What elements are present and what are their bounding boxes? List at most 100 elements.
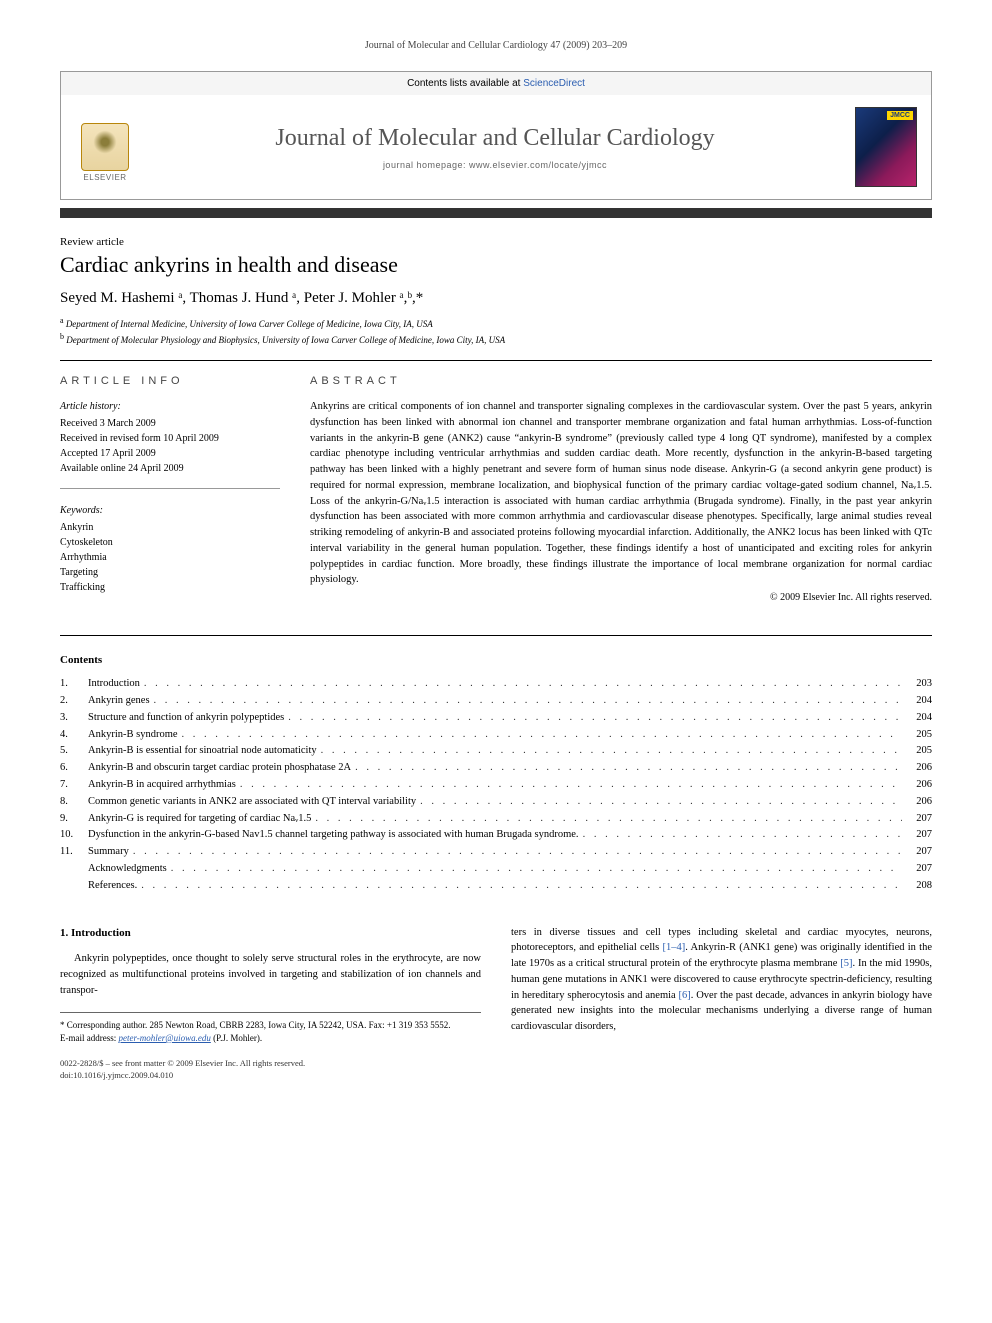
- toc-row[interactable]: 3.Structure and function of ankyrin poly…: [60, 710, 932, 727]
- article-title: Cardiac ankyrins in health and disease: [60, 252, 932, 278]
- toc-title: Introduction: [88, 676, 140, 693]
- toc-page: 207: [902, 811, 932, 828]
- info-abstract-row: ARTICLE INFO Article history: Received 3…: [60, 360, 932, 621]
- toc-dots: . . . . . . . . . . . . . . . . . . . . …: [351, 760, 902, 777]
- keywords-block: Keywords: Ankyrin Cytoskeleton Arrhythmi…: [60, 503, 280, 607]
- article-history-block: Article history: Received 3 March 2009 R…: [60, 399, 280, 489]
- history-line: Received in revised form 10 April 2009: [60, 431, 280, 446]
- toc-page: 206: [902, 760, 932, 777]
- citation-ref[interactable]: [5]: [840, 958, 852, 969]
- toc-dots: . . . . . . . . . . . . . . . . . . . . …: [137, 878, 902, 895]
- toc-dots: . . . . . . . . . . . . . . . . . . . . …: [167, 861, 902, 878]
- toc-dots: . . . . . . . . . . . . . . . . . . . . …: [129, 844, 902, 861]
- elsevier-tree-icon: [81, 123, 129, 171]
- toc-num: 1.: [60, 676, 88, 693]
- abstract-column: ABSTRACT Ankyrins are critical component…: [310, 375, 932, 621]
- history-label: Article history:: [60, 399, 280, 414]
- bottom-meta: 0022-2828/$ – see front matter © 2009 El…: [60, 1058, 481, 1082]
- toc-page: 203: [902, 676, 932, 693]
- body-col-left: 1. Introduction Ankyrin polypeptides, on…: [60, 925, 481, 1083]
- affiliation-text: Department of Molecular Physiology and B…: [66, 335, 505, 345]
- toc-dots: . . . . . . . . . . . . . . . . . . . . …: [150, 693, 902, 710]
- history-line: Received 3 March 2009: [60, 416, 280, 431]
- toc-row[interactable]: 2.Ankyrin genes. . . . . . . . . . . . .…: [60, 693, 932, 710]
- toc-title: Ankyrin-G is required for targeting of c…: [88, 811, 311, 828]
- toc-page: 207: [902, 861, 932, 878]
- email-label: E-mail address:: [60, 1033, 118, 1043]
- citation-ref[interactable]: [1–4]: [663, 942, 686, 953]
- toc-row[interactable]: 5.Ankyrin-B is essential for sinoatrial …: [60, 743, 932, 760]
- affiliation-text: Department of Internal Medicine, Univers…: [66, 319, 433, 329]
- toc-title: Acknowledgments: [88, 861, 167, 878]
- abstract-heading: ABSTRACT: [310, 375, 932, 387]
- keyword: Trafficking: [60, 580, 280, 595]
- toc-row[interactable]: 9.Ankyrin-G is required for targeting of…: [60, 811, 932, 828]
- homepage-prefix: journal homepage:: [383, 160, 469, 170]
- masthead-top-bar: Contents lists available at ScienceDirec…: [61, 72, 931, 95]
- keywords-label: Keywords:: [60, 503, 280, 518]
- article-type: Review article: [60, 236, 932, 248]
- toc-row[interactable]: References.. . . . . . . . . . . . . . .…: [60, 878, 932, 895]
- authors-line: Seyed M. Hashemi ᵃ, Thomas J. Hund ᵃ, Pe…: [60, 290, 932, 307]
- toc-row[interactable]: 10.Dysfunction in the ankyrin-G-based Na…: [60, 827, 932, 844]
- sciencedirect-link[interactable]: ScienceDirect: [523, 78, 585, 89]
- toc-title: Ankyrin-B syndrome: [88, 727, 178, 744]
- toc-row[interactable]: 8.Common genetic variants in ANK2 are as…: [60, 794, 932, 811]
- toc-page: 205: [902, 743, 932, 760]
- toc-dots: . . . . . . . . . . . . . . . . . . . . …: [416, 794, 902, 811]
- contents-heading: Contents: [60, 654, 932, 666]
- toc-title: Summary: [88, 844, 129, 861]
- citation-ref[interactable]: [6]: [679, 990, 691, 1001]
- toc-page: 207: [902, 827, 932, 844]
- divider-bar: [60, 208, 932, 218]
- toc-num: 3.: [60, 710, 88, 727]
- toc-row[interactable]: 4.Ankyrin-B syndrome. . . . . . . . . . …: [60, 727, 932, 744]
- toc-page: 204: [902, 710, 932, 727]
- section-1-heading: 1. Introduction: [60, 925, 481, 942]
- toc-num: 8.: [60, 794, 88, 811]
- abstract-text: Ankyrins are critical components of ion …: [310, 399, 932, 588]
- corresponding-author-note: * Corresponding author. 285 Newton Road,…: [60, 1019, 481, 1032]
- toc-page: 207: [902, 844, 932, 861]
- affiliation-sup: b: [60, 332, 64, 341]
- toc-row[interactable]: 6.Ankyrin-B and obscurin target cardiac …: [60, 760, 932, 777]
- toc-num: 7.: [60, 777, 88, 794]
- toc-row[interactable]: 11.Summary. . . . . . . . . . . . . . . …: [60, 844, 932, 861]
- toc-num: 9.: [60, 811, 88, 828]
- affiliations: a Department of Internal Medicine, Unive…: [60, 315, 932, 346]
- toc-page: 206: [902, 777, 932, 794]
- toc-title: Ankyrin-B is essential for sinoatrial no…: [88, 743, 317, 760]
- toc-dots: . . . . . . . . . . . . . . . . . . . . …: [178, 727, 902, 744]
- keyword: Ankyrin: [60, 520, 280, 535]
- toc-title: Ankyrin genes: [88, 693, 150, 710]
- running-header: Journal of Molecular and Cellular Cardio…: [60, 40, 932, 51]
- elsevier-label: ELSEVIER: [83, 173, 126, 182]
- toc-row[interactable]: 7.Ankyrin-B in acquired arrhythmias. . .…: [60, 777, 932, 794]
- history-line: Available online 24 April 2009: [60, 461, 280, 476]
- front-matter-line: 0022-2828/$ – see front matter © 2009 El…: [60, 1058, 481, 1070]
- toc-title: Ankyrin-B and obscurin target cardiac pr…: [88, 760, 351, 777]
- journal-masthead: Contents lists available at ScienceDirec…: [60, 71, 932, 200]
- abstract-copyright: © 2009 Elsevier Inc. All rights reserved…: [310, 592, 932, 603]
- keyword: Cytoskeleton: [60, 535, 280, 550]
- toc-row[interactable]: 1.Introduction. . . . . . . . . . . . . …: [60, 676, 932, 693]
- corresponding-email[interactable]: peter-mohler@uiowa.edu: [118, 1033, 210, 1043]
- journal-title: Journal of Molecular and Cellular Cardio…: [135, 125, 855, 152]
- toc-title: Structure and function of ankyrin polype…: [88, 710, 284, 727]
- toc-num: 5.: [60, 743, 88, 760]
- email-suffix: (P.J. Mohler).: [211, 1033, 262, 1043]
- toc-title: Common genetic variants in ANK2 are asso…: [88, 794, 416, 811]
- toc-page: 206: [902, 794, 932, 811]
- history-line: Accepted 17 April 2009: [60, 446, 280, 461]
- homepage-url[interactable]: www.elsevier.com/locate/yjmcc: [469, 160, 607, 170]
- toc-num: 6.: [60, 760, 88, 777]
- affiliation: a Department of Internal Medicine, Unive…: [60, 315, 932, 331]
- toc-dots: . . . . . . . . . . . . . . . . . . . . …: [236, 777, 902, 794]
- masthead-main: ELSEVIER Journal of Molecular and Cellul…: [61, 95, 931, 199]
- toc-page: 205: [902, 727, 932, 744]
- doi-line: doi:10.1016/j.yjmcc.2009.04.010: [60, 1070, 481, 1082]
- toc-page: 204: [902, 693, 932, 710]
- toc-row[interactable]: Acknowledgments. . . . . . . . . . . . .…: [60, 861, 932, 878]
- email-line: E-mail address: peter-mohler@uiowa.edu (…: [60, 1032, 481, 1045]
- toc-num: 11.: [60, 844, 88, 861]
